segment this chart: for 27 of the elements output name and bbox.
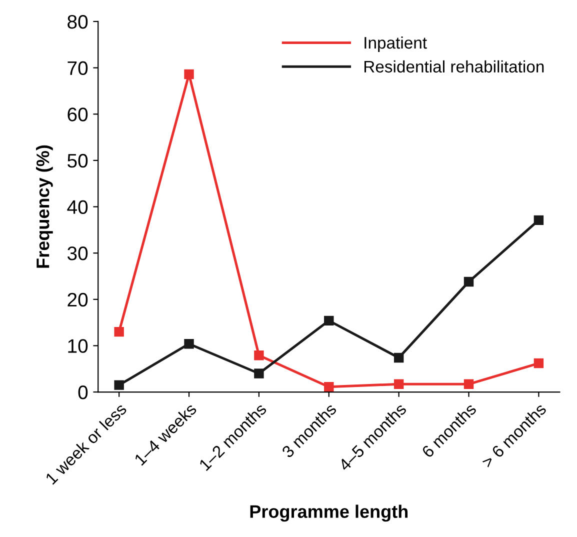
y-axis-title: Frequency (%) [36, 145, 53, 268]
y-tick-label: 70 [68, 61, 88, 76]
y-tick-label: 50 [68, 154, 88, 168]
y-tick-label: 10 [68, 339, 88, 353]
y-tick-label: 20 [68, 292, 88, 307]
x-axis-title: Programme length [250, 504, 408, 522]
y-tick-label: 60 [68, 108, 88, 122]
point [464, 379, 474, 389]
y-tick-label: 0 [78, 385, 88, 400]
point [324, 316, 334, 326]
point [324, 382, 334, 392]
point [114, 326, 124, 337]
point [254, 368, 264, 378]
y-tick-label: 40 [67, 200, 88, 214]
point [184, 338, 194, 349]
point [534, 358, 544, 368]
legend-label: Residential rehabilitation [364, 60, 544, 73]
y-tick-label: 80 [68, 14, 88, 29]
legend-label: Inpatient [364, 36, 427, 52]
point [534, 215, 544, 226]
y-tick-label: 30 [67, 246, 88, 260]
point [254, 350, 264, 360]
point [394, 352, 404, 363]
point [464, 276, 474, 287]
point [114, 380, 124, 390]
point [184, 69, 194, 80]
point [394, 379, 404, 389]
